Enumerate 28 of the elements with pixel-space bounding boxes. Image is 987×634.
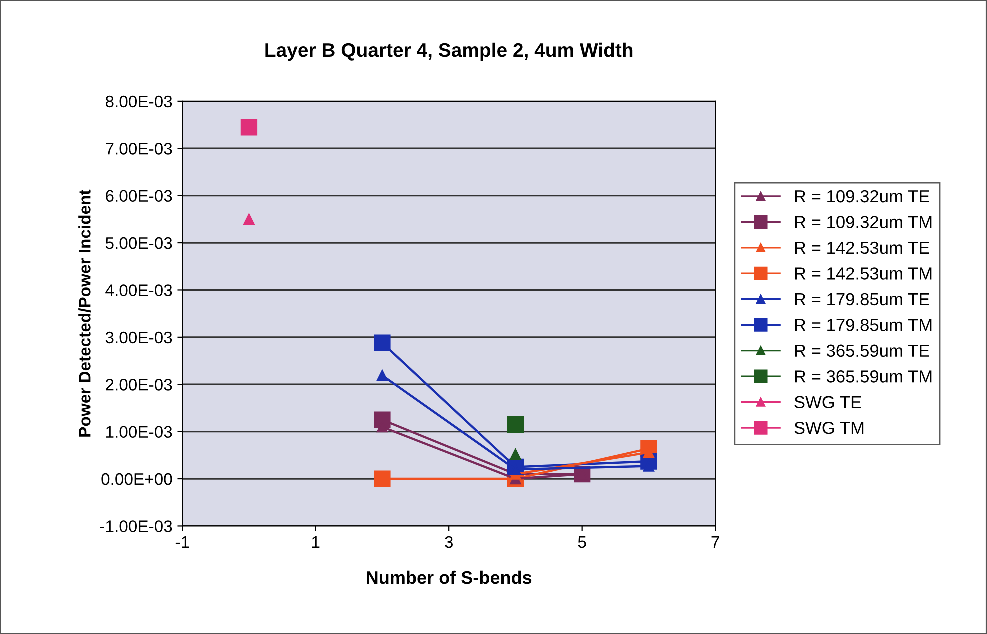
y-axis-title: Power Detected/Power Incident: [78, 190, 92, 437]
legend-label: R = 365.59um TE: [795, 344, 930, 358]
x-tick-label: 7: [712, 536, 720, 548]
x-axis-title: Number of S-bends: [367, 570, 532, 584]
legend-label: R = 365.59um TM: [795, 370, 932, 383]
y-tick-label: 6.00E-03: [106, 190, 172, 202]
y-tick-label: 4.00E-03: [106, 284, 172, 296]
legend-label: SWG TE: [794, 396, 862, 409]
y-tick-label: 1.00E-03: [106, 426, 172, 438]
y-tick-label: 7.00E-03: [106, 143, 172, 155]
legend-label: R = 179.85um TE: [795, 293, 930, 306]
x-tick-label: -1: [176, 536, 190, 548]
chart-title: Layer B Quarter 4, Sample 2, 4um Width: [266, 42, 633, 62]
y-tick-label: 2.00E-03: [106, 379, 172, 391]
legend-label: R = 109.32um TE: [795, 190, 930, 203]
x-tick-label: 5: [578, 536, 586, 548]
legend-label: R = 142.53um TE: [795, 242, 930, 254]
x-tick-label: 1: [312, 536, 320, 548]
y-tick-label: 3.00E-03: [106, 332, 172, 344]
y-tick-label: 8.00E-03: [106, 96, 172, 108]
y-tick-label: -1.00E-03: [100, 520, 172, 532]
legend-label: R = 179.85um TM: [795, 319, 932, 332]
x-tick-label: 3: [445, 536, 453, 548]
legend-label: R = 109.32um TM: [795, 216, 932, 228]
legend-label: R = 142.53um TM: [795, 268, 932, 280]
legend-label: SWG TM: [794, 422, 864, 434]
y-tick-label: 0.00E+00: [102, 473, 172, 486]
y-tick-label: 5.00E-03: [106, 237, 172, 250]
